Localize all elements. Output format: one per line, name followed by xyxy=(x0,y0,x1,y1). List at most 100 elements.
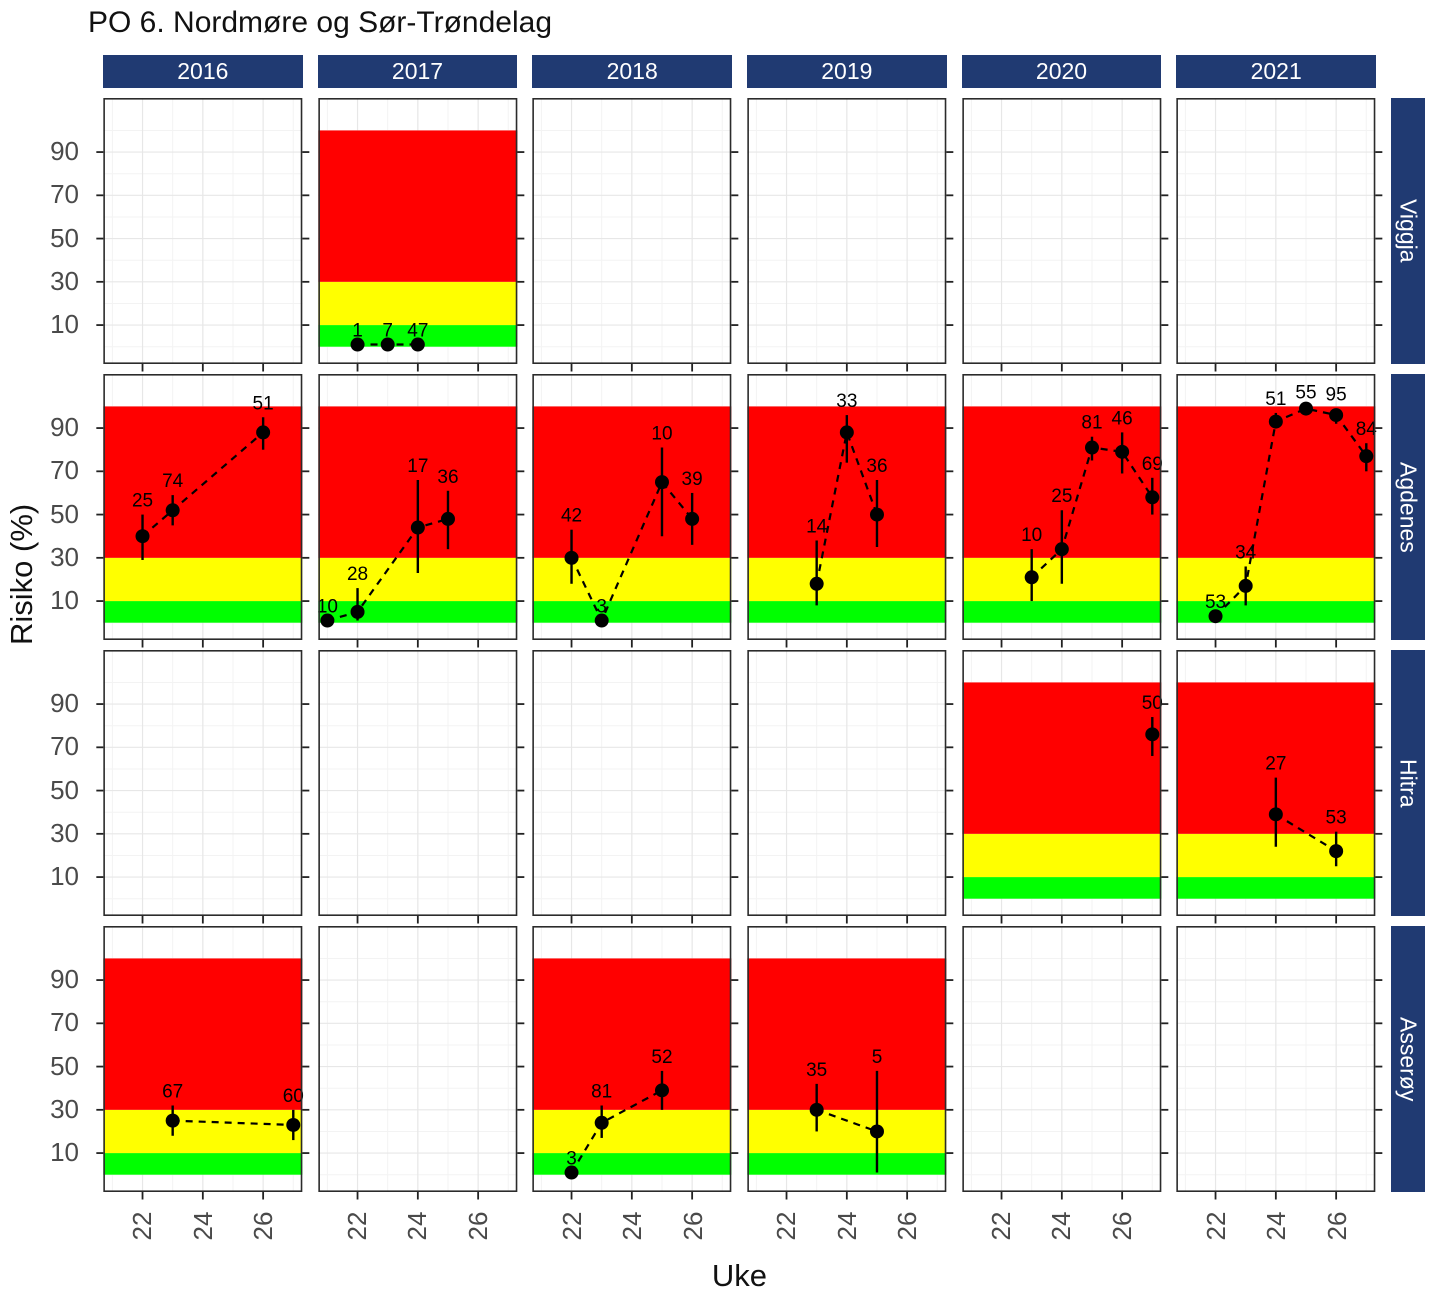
data-point xyxy=(869,507,884,522)
panel-border xyxy=(1176,926,1376,1192)
data-point xyxy=(809,576,824,591)
panel-border xyxy=(317,98,517,364)
point-label: 39 xyxy=(682,469,703,490)
risk-band xyxy=(747,1109,947,1154)
facet-panel-Hitra-2016 xyxy=(96,650,310,924)
facet-panel-Asserøy-2021 xyxy=(1176,926,1383,1200)
point-label: 53 xyxy=(1326,808,1347,829)
x-tick-label: 22 xyxy=(556,1211,587,1241)
risk-band xyxy=(747,557,947,602)
panel-border xyxy=(532,650,732,916)
panel-border xyxy=(317,926,517,1192)
y-tick-label: 50 xyxy=(50,498,79,529)
point-label: 17 xyxy=(407,456,428,477)
panel-border xyxy=(317,650,517,916)
y-tick-label: 90 xyxy=(50,688,79,719)
x-axis-labels-2016: 22 24 26 xyxy=(103,1202,303,1248)
facet-panel-Asserøy-2020 xyxy=(961,926,1168,1200)
x-tick-label: 24 xyxy=(1261,1211,1292,1241)
facet-panel-Viggja-2019 xyxy=(747,98,954,372)
data-point xyxy=(410,520,425,535)
facet-panel-Hitra-2021: 27 53 xyxy=(1176,650,1383,924)
risk-band xyxy=(532,406,732,558)
data-point xyxy=(1329,408,1344,423)
facet-row-strip-Asserøy: Asserøy xyxy=(1391,926,1425,1192)
point-label: 36 xyxy=(437,467,458,488)
x-axis-labels-2020: 22 24 26 xyxy=(962,1202,1162,1248)
y-tick-label: 10 xyxy=(50,861,79,892)
data-point xyxy=(1084,440,1099,455)
panel-border xyxy=(747,374,947,640)
y-tick-label: 30 xyxy=(50,1093,79,1124)
facet-panel-Agdenes-2017: 10 28 17 36 xyxy=(316,374,524,648)
x-tick-label: 26 xyxy=(1106,1211,1137,1241)
facet-col-strip-2016: 2016 xyxy=(103,55,303,88)
data-point xyxy=(350,337,365,352)
panel-border xyxy=(747,98,947,364)
risk-band xyxy=(747,601,947,623)
point-label: 34 xyxy=(1235,542,1257,563)
data-point xyxy=(1114,444,1129,459)
facet-col-strip-2019: 2019 xyxy=(747,55,947,88)
y-axis-labels-Agdenes: 10 30 50 70 90 xyxy=(30,374,88,640)
point-label: 67 xyxy=(162,1081,183,1102)
risk-band xyxy=(103,557,303,602)
point-label: 5 xyxy=(872,1047,883,1068)
point-label: 51 xyxy=(253,393,274,414)
facet-panel-Asserøy-2018: 3 81 52 xyxy=(532,926,739,1200)
panel-border xyxy=(1176,650,1376,916)
facet-col-strip-2020: 2020 xyxy=(961,55,1162,88)
x-tick-label: 26 xyxy=(892,1211,923,1241)
risk-band xyxy=(1176,877,1376,899)
y-tick-label: 70 xyxy=(50,179,79,210)
x-tick-label: 24 xyxy=(617,1211,648,1241)
x-tick-label: 26 xyxy=(677,1211,708,1241)
x-axis-labels-2017: 22 24 26 xyxy=(318,1202,518,1248)
data-point xyxy=(1269,807,1284,822)
trend-line xyxy=(326,517,448,622)
risk-band xyxy=(317,281,517,326)
y-tick-label: 90 xyxy=(50,136,79,167)
y-tick-label: 70 xyxy=(50,1007,79,1038)
y-tick-label: 70 xyxy=(50,731,79,762)
facet-panel-Viggja-2021 xyxy=(1176,98,1383,372)
data-point xyxy=(1054,542,1069,557)
point-label: 42 xyxy=(561,506,582,527)
data-point xyxy=(380,337,395,352)
point-label: 52 xyxy=(652,1047,673,1068)
data-point xyxy=(1359,449,1374,464)
point-label: 47 xyxy=(407,321,428,342)
point-label: 55 xyxy=(1296,382,1317,403)
trend-line xyxy=(570,480,694,624)
y-axis-labels-Hitra: 10 30 50 70 90 xyxy=(30,650,88,916)
facet-panel-Viggja-2016 xyxy=(96,98,310,372)
data-point xyxy=(839,425,854,440)
y-tick-label: 70 xyxy=(50,455,79,486)
panel-border xyxy=(103,98,303,364)
panel-border xyxy=(1176,374,1376,640)
point-label: 7 xyxy=(382,321,393,342)
point-label: 84 xyxy=(1356,419,1378,440)
data-point xyxy=(165,1113,180,1128)
point-label: 3 xyxy=(567,1149,578,1170)
data-point xyxy=(440,511,455,526)
data-point xyxy=(1269,414,1284,429)
y-tick-label: 30 xyxy=(50,817,79,848)
panel-border xyxy=(532,374,732,640)
panel-border xyxy=(103,650,303,916)
x-axis-labels-2018: 22 24 26 xyxy=(532,1202,732,1248)
risk-band xyxy=(961,833,1161,878)
data-point xyxy=(564,1165,579,1180)
data-point xyxy=(256,425,271,440)
point-label: 25 xyxy=(1051,486,1072,507)
facet-row-strip-Viggja: Viggja xyxy=(1391,98,1425,364)
data-point xyxy=(1299,401,1314,416)
facet-panel-Agdenes-2021: 53 34 51 55 95 84 xyxy=(1176,374,1383,648)
x-axis-title: Uke xyxy=(711,1258,768,1293)
x-tick-label: 22 xyxy=(1200,1211,1231,1241)
risk-band xyxy=(532,958,732,1110)
data-point xyxy=(655,475,670,490)
point-label: 1 xyxy=(352,321,363,342)
data-point xyxy=(410,337,425,352)
data-point xyxy=(809,1102,824,1117)
